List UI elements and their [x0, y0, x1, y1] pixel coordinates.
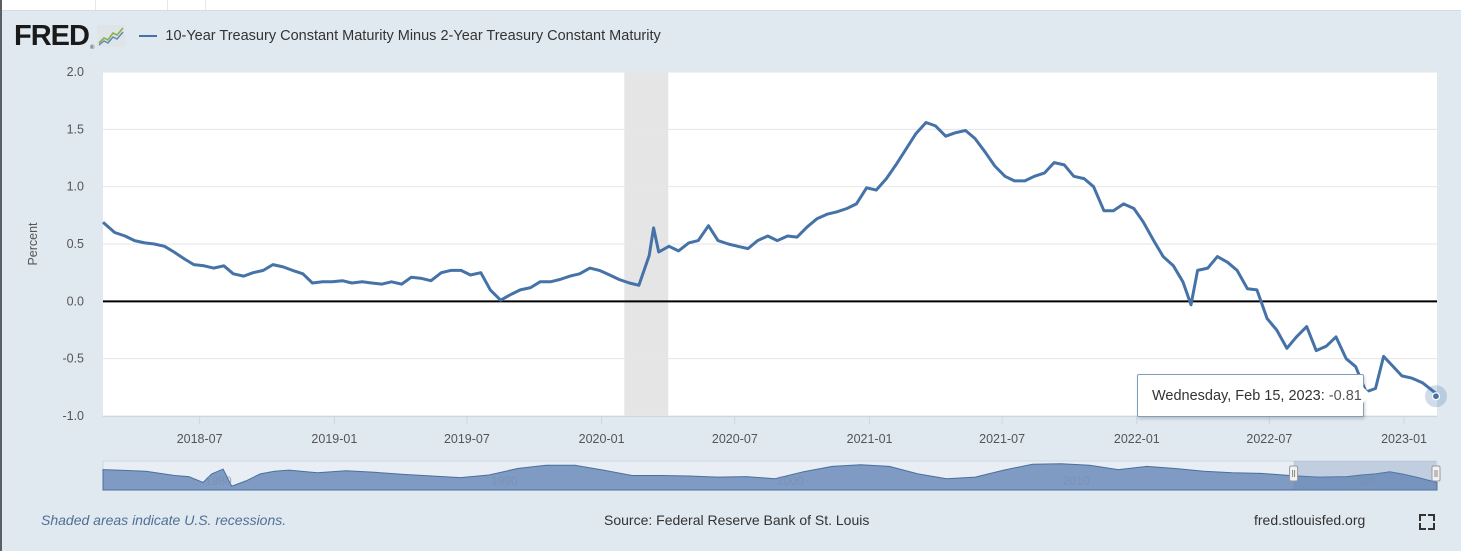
- x-tick-label: 2020-01: [579, 432, 625, 446]
- graph-logo-icon: [97, 25, 126, 47]
- browser-top-strip: [0, 0, 1461, 11]
- navigator-label: 1980: [205, 474, 232, 488]
- y-tick-label: 1.0: [67, 180, 84, 194]
- handle-grip: [1289, 465, 1299, 482]
- fullscreen-icon[interactable]: [1419, 514, 1435, 530]
- chart-header: FRED® 10-Year Treasury Constant Maturity…: [14, 20, 661, 52]
- recession-note: Shaded areas indicate U.S. recessions.: [41, 512, 287, 528]
- x-tick-label: 2020-07: [712, 432, 758, 446]
- navigator[interactable]: 1980 1990 2000 2010 2020: [102, 460, 1441, 491]
- fred-logo-text: FRED: [14, 19, 90, 52]
- legend-label: 10-Year Treasury Constant Maturity Minus…: [165, 28, 661, 44]
- gridlines-group: [103, 71, 1437, 417]
- tooltip-date: Wednesday, Feb 15, 2023:: [1152, 387, 1325, 404]
- source-text: Source: Federal Reserve Bank of St. Loui…: [604, 512, 870, 528]
- strip-divider: [95, 0, 96, 10]
- hover-point-marker: [1431, 392, 1441, 401]
- y-tick-label: 2.0: [67, 65, 84, 79]
- x-tick-label: 2022-07: [1246, 432, 1292, 446]
- navigator-label: 2000: [777, 474, 804, 488]
- handle-grip: [1431, 465, 1441, 482]
- tooltip: Wednesday, Feb 15, 2023: -0.81: [1137, 374, 1364, 417]
- x-tick-label: 2021-07: [979, 432, 1025, 446]
- navigator-label: 2020: [1349, 474, 1376, 488]
- navigator-selected-range[interactable]: [1293, 461, 1437, 490]
- y-tick-label: -1.0: [62, 409, 84, 423]
- y-tick-label: 0.0: [67, 294, 84, 308]
- navigator-handle-right[interactable]: [1431, 465, 1441, 482]
- x-tick-label: 2022-01: [1114, 432, 1160, 446]
- y-tick-label: 1.5: [67, 122, 84, 136]
- navigator-label: 2010: [1063, 474, 1090, 488]
- x-tick-label: 2019-07: [444, 432, 490, 446]
- legend-swatch: [139, 35, 158, 37]
- series-line[interactable]: [102, 121, 1438, 396]
- navigator-area: [102, 463, 1438, 491]
- y-tick-label: -0.5: [62, 352, 84, 366]
- legend-item[interactable]: 10-Year Treasury Constant Maturity Minus…: [139, 28, 661, 44]
- tooltip-value: -0.81: [1328, 387, 1362, 404]
- x-axis-labels-group: 2018-07 2019-01 2019-07 2020-01 2020-07 2021-…: [177, 432, 1427, 446]
- y-axis-title: Percent: [26, 222, 40, 266]
- left-window-border: [0, 0, 2, 551]
- navigator-label: 1990: [491, 474, 518, 488]
- tooltip-arrow: [1362, 386, 1371, 404]
- logo-registered-mark: ®: [89, 44, 95, 51]
- y-tick-label: 0.5: [67, 237, 84, 251]
- x-tick-label: 2023-01: [1381, 432, 1427, 446]
- navigator-handle-left[interactable]: [1289, 465, 1299, 482]
- navigator-labels-group: 1980 1990 2000 2010 2020: [205, 474, 1376, 488]
- strip-divider: [205, 0, 206, 10]
- x-tick-label: 2019-01: [311, 432, 357, 446]
- x-tick-label: 2018-07: [177, 432, 223, 446]
- strip-divider: [167, 0, 168, 10]
- x-tick-label: 2021-01: [847, 432, 893, 446]
- y-axis-labels-group: -1.0 -0.5 0.0 0.5 1.0 1.5 2.0: [62, 65, 84, 423]
- x-axis-ticks-group: [103, 416, 1437, 424]
- site-link[interactable]: fred.stlouisfed.org: [1254, 512, 1366, 528]
- fred-logo[interactable]: FRED®: [14, 19, 95, 52]
